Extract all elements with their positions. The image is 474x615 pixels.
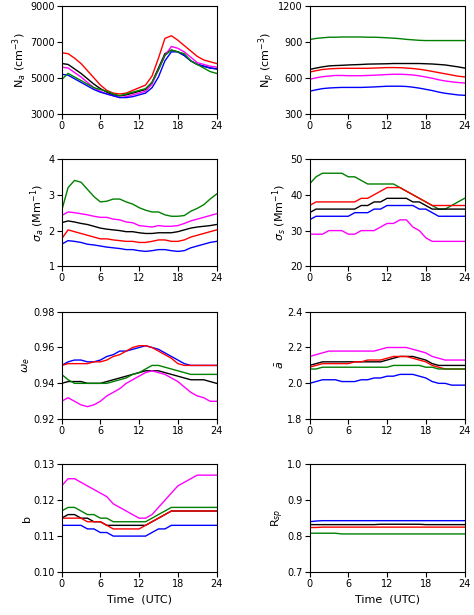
Y-axis label: N$_p$ (cm$^{-3}$): N$_p$ (cm$^{-3}$) bbox=[255, 32, 277, 88]
Y-axis label: $\omega_e$: $\omega_e$ bbox=[20, 357, 32, 373]
Y-axis label: b: b bbox=[22, 515, 32, 522]
Y-axis label: $\bar{a}$: $\bar{a}$ bbox=[273, 362, 286, 370]
Y-axis label: N$_a$ (cm$^{-3}$): N$_a$ (cm$^{-3}$) bbox=[10, 32, 28, 88]
Y-axis label: R$_{sp}$: R$_{sp}$ bbox=[269, 509, 286, 528]
Y-axis label: $\sigma_s$ (Mm$^{-1}$): $\sigma_s$ (Mm$^{-1}$) bbox=[271, 184, 289, 241]
X-axis label: Time  (UTC): Time (UTC) bbox=[107, 595, 172, 605]
X-axis label: Time  (UTC): Time (UTC) bbox=[355, 595, 419, 605]
Y-axis label: $\sigma_a$ (Mm$^{-1}$): $\sigma_a$ (Mm$^{-1}$) bbox=[29, 184, 47, 242]
